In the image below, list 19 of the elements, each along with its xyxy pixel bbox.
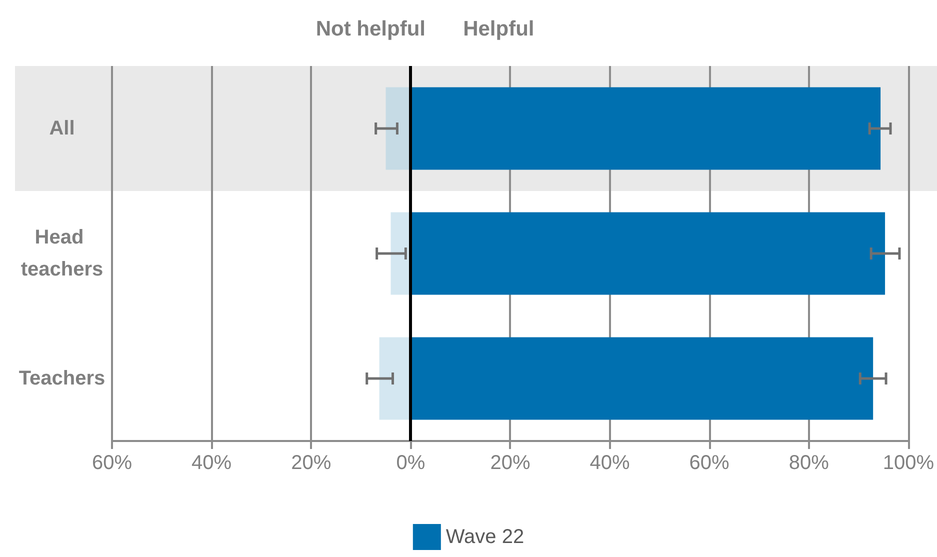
x-tick-label: 60%: [92, 452, 132, 474]
text: Not helpful: [316, 18, 426, 40]
text: Helpful: [463, 18, 534, 40]
x-tick-label: 20%: [291, 452, 332, 474]
x-tick-label: 80%: [788, 452, 830, 474]
y-tick-label: Head teachers: [20, 226, 104, 280]
x-tick-label: 0%: [396, 452, 426, 474]
bar: [410, 337, 874, 420]
y-tick-label: Teachers: [18, 368, 106, 390]
bar: [410, 87, 881, 170]
x-tick-label: 20%: [490, 452, 530, 474]
x-tick-label: 40%: [192, 452, 232, 474]
bar: [410, 212, 886, 295]
x-tick-label: 40%: [590, 452, 630, 474]
x-tick-label: 60%: [689, 452, 730, 474]
bar: [379, 337, 411, 420]
legend-label: Wave 22: [446, 526, 524, 548]
x-tick-label: 100%: [882, 452, 934, 474]
y-tick-label: All: [49, 118, 75, 140]
